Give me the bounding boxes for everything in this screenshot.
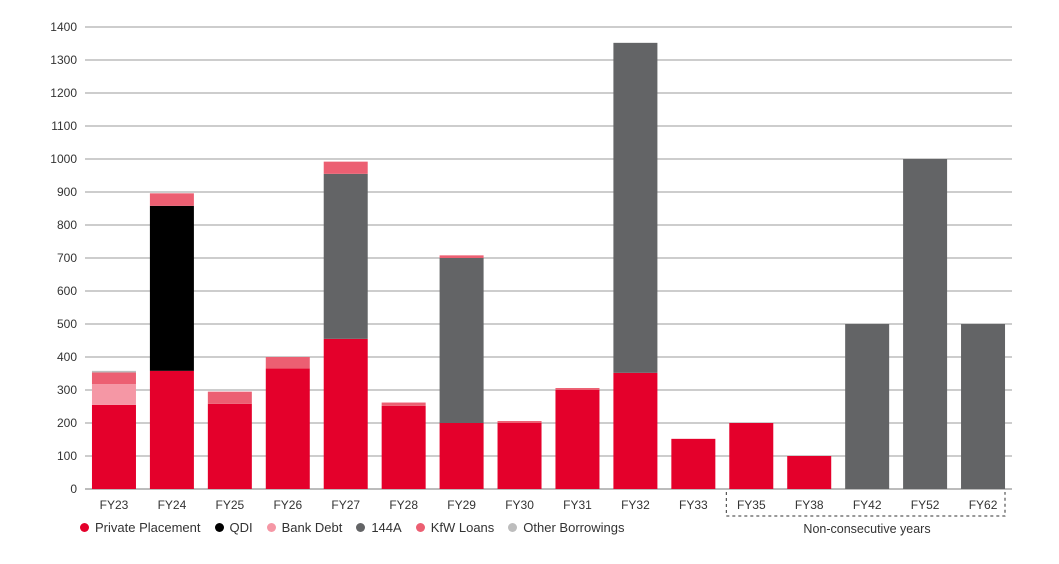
bar-segment-private-placement-fy27 bbox=[323, 338, 368, 489]
x-tick-label: FY24 bbox=[158, 498, 187, 512]
legend: Private Placement QDI Bank Debt 144A KfW Loa… bbox=[80, 520, 638, 535]
x-tick-label: FY23 bbox=[100, 498, 129, 512]
non-consecutive-years-box bbox=[725, 492, 1006, 517]
y-tick-label: 1400 bbox=[50, 20, 77, 34]
bar-segment-144a-fy52 bbox=[903, 159, 948, 489]
bar-segment-kfw-loans-fy24 bbox=[149, 193, 194, 206]
bar-segment-private-placement-fy31 bbox=[555, 390, 600, 489]
y-tick-label: 500 bbox=[57, 317, 77, 331]
x-tick-label: FY27 bbox=[331, 498, 360, 512]
y-tick-label: 0 bbox=[70, 482, 77, 496]
legend-dot-icon bbox=[80, 523, 89, 532]
x-tick-label: FY31 bbox=[563, 498, 592, 512]
legend-label: Bank Debt bbox=[281, 520, 343, 535]
bar-segment-144a-fy29 bbox=[439, 258, 484, 423]
bar-segment-kfw-loans-fy27 bbox=[323, 161, 368, 174]
x-tick-label: FY62 bbox=[969, 498, 998, 512]
bar-segment-private-placement-fy33 bbox=[671, 438, 716, 489]
x-tick-label: FY33 bbox=[679, 498, 708, 512]
y-tick-label: 300 bbox=[57, 383, 77, 397]
bar-segment-kfw-loans-fy25 bbox=[207, 391, 252, 404]
legend-item-other-borrowings: Other Borrowings bbox=[508, 520, 624, 535]
bar-segment-private-placement-fy24 bbox=[149, 370, 194, 489]
x-tick-label: FY30 bbox=[505, 498, 534, 512]
bar-segment-private-placement-fy26 bbox=[265, 368, 310, 489]
bar-segment-144a-fy42 bbox=[845, 324, 890, 489]
bar-segment-144a-fy62 bbox=[961, 324, 1006, 489]
bar-segment-bank-debt-fy23 bbox=[91, 384, 136, 405]
legend-item-bank-debt: Bank Debt bbox=[266, 520, 343, 535]
y-tick-label: 700 bbox=[57, 251, 77, 265]
bar-segment-private-placement-fy38 bbox=[787, 456, 832, 489]
y-tick-label: 1100 bbox=[51, 119, 77, 133]
non-consecutive-years-bracket bbox=[725, 492, 1006, 517]
x-tick-label: FY29 bbox=[447, 498, 476, 512]
bar-segment-private-placement-fy35 bbox=[729, 423, 774, 489]
x-tick-label: FY26 bbox=[273, 498, 302, 512]
x-tick-label: FY38 bbox=[795, 498, 824, 512]
bar-segment-private-placement-fy23 bbox=[91, 404, 136, 489]
bar-segment-private-placement-fy30 bbox=[497, 423, 542, 489]
legend-dot-icon bbox=[415, 523, 425, 532]
legend-item-144a: 144A bbox=[356, 520, 402, 535]
x-tick-label: FY28 bbox=[389, 498, 418, 512]
legend-item-kfw-loans: KfW Loans bbox=[415, 520, 495, 535]
non-consecutive-years-label: Non-consecutive years bbox=[803, 522, 931, 536]
x-tick-label: FY35 bbox=[737, 498, 766, 512]
x-tick-label: FY32 bbox=[621, 498, 650, 512]
y-tick-label: 200 bbox=[57, 416, 77, 430]
x-axis-tick-labels: FY23 FY24 FY25 FY26 FY27 FY28 FY29 FY30 FY31 FY32… bbox=[100, 498, 998, 512]
bar-segment-144a-fy27 bbox=[323, 173, 368, 339]
x-tick-label: FY25 bbox=[216, 498, 245, 512]
x-tick-label: FY52 bbox=[911, 498, 940, 512]
bar-segment-kfw-loans-fy28 bbox=[381, 402, 426, 406]
legend-label: 144A bbox=[371, 520, 402, 535]
y-tick-label: 1200 bbox=[50, 86, 77, 100]
bar-segment-private-placement-fy29 bbox=[439, 423, 484, 489]
legend-label: Other Borrowings bbox=[523, 520, 625, 535]
legend-dot-icon bbox=[214, 523, 224, 532]
legend-dot-icon bbox=[356, 523, 366, 532]
bar-segment-kfw-loans-fy26 bbox=[265, 357, 310, 369]
legend-item-private-placement: Private Placement bbox=[80, 520, 201, 535]
legend-dot-icon bbox=[266, 523, 276, 532]
legend-label: Private Placement bbox=[95, 520, 201, 535]
legend-dot-icon bbox=[508, 523, 518, 532]
y-tick-label: 1300 bbox=[50, 53, 77, 67]
bar-segment-kfw-loans-fy31 bbox=[555, 388, 600, 390]
y-tick-label: 800 bbox=[57, 218, 77, 232]
y-tick-label: 600 bbox=[57, 284, 77, 298]
bar-segment-kfw-loans-fy23 bbox=[91, 372, 136, 385]
y-tick-label: 900 bbox=[57, 185, 77, 199]
bar-segment-private-placement-fy28 bbox=[381, 405, 426, 489]
x-tick-label: FY42 bbox=[853, 498, 882, 512]
legend-item-qdi: QDI bbox=[214, 520, 253, 535]
bar-segment-kfw-loans-fy29 bbox=[439, 255, 484, 258]
bar-segment-144a-fy32 bbox=[613, 42, 658, 373]
bar-segment-private-placement-fy25 bbox=[207, 403, 252, 489]
legend-label: QDI bbox=[229, 520, 253, 535]
bar-segment-private-placement-fy32 bbox=[613, 372, 658, 489]
y-tick-label: 400 bbox=[57, 350, 77, 364]
legend-label: KfW Loans bbox=[430, 520, 495, 535]
bar-segment-kfw-loans-fy30 bbox=[497, 421, 542, 423]
bar-segment-other-borrowings-fy23 bbox=[91, 370, 136, 373]
bars bbox=[91, 42, 1006, 489]
y-tick-label: 100 bbox=[57, 449, 77, 463]
y-tick-label: 1000 bbox=[50, 152, 77, 166]
bar-segment-qdi-fy24 bbox=[149, 205, 194, 371]
